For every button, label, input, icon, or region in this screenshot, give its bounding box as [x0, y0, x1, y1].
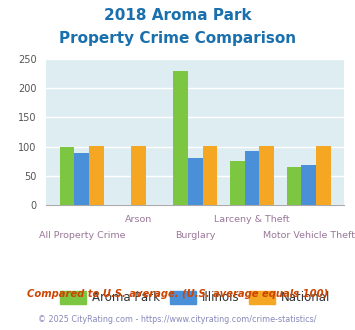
Bar	[301, 165, 316, 205]
Text: Property Crime Comparison: Property Crime Comparison	[59, 31, 296, 46]
Bar	[89, 146, 104, 205]
Bar	[131, 146, 146, 205]
Text: 2018 Aroma Park: 2018 Aroma Park	[104, 8, 251, 23]
Text: Burglary: Burglary	[175, 231, 215, 240]
Bar	[260, 146, 274, 205]
Text: Arson: Arson	[125, 215, 152, 224]
Bar	[203, 146, 217, 205]
Text: Larceny & Theft: Larceny & Theft	[214, 215, 290, 224]
Bar	[245, 151, 260, 205]
Bar	[230, 161, 245, 205]
Bar	[173, 71, 188, 205]
Text: Motor Vehicle Theft: Motor Vehicle Theft	[263, 231, 355, 240]
Text: © 2025 CityRating.com - https://www.cityrating.com/crime-statistics/: © 2025 CityRating.com - https://www.city…	[38, 315, 317, 324]
Bar	[316, 146, 331, 205]
Bar	[60, 147, 75, 205]
Text: All Property Crime: All Property Crime	[39, 231, 125, 240]
Bar	[188, 158, 203, 205]
Bar	[75, 153, 89, 205]
Legend: Aroma Park, Illinois, National: Aroma Park, Illinois, National	[56, 286, 335, 309]
Text: Compared to U.S. average. (U.S. average equals 100): Compared to U.S. average. (U.S. average …	[27, 289, 328, 299]
Bar	[286, 167, 301, 205]
